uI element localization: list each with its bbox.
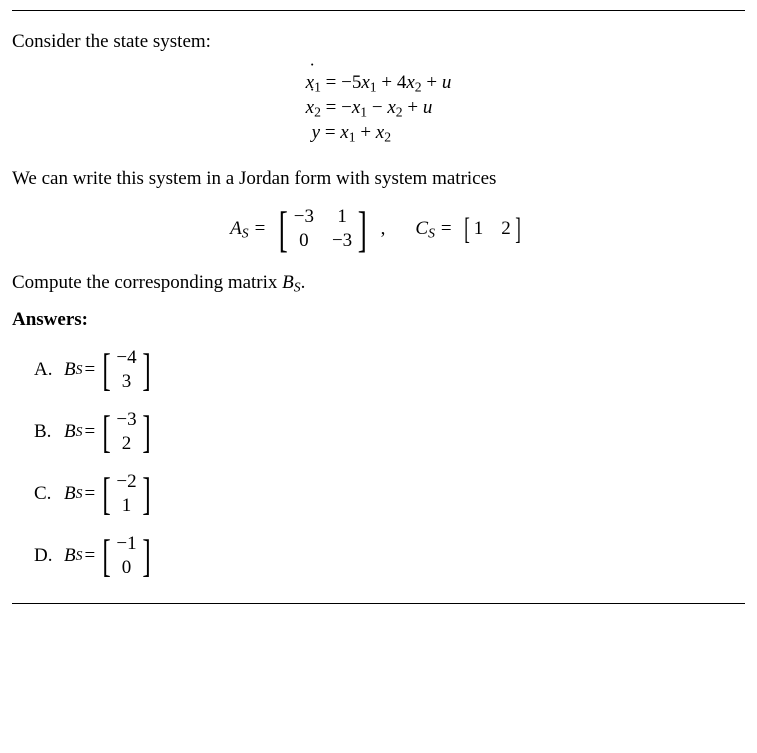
matrix-Bs-b: [ −3 2 ]	[99, 409, 154, 455]
answer-b: B. BS = [ −3 2 ]	[34, 409, 745, 455]
matrix-Bs-c: [ −2 1 ]	[99, 471, 154, 517]
answers-list: A. BS = [ −4 3 ] B. BS = [	[34, 347, 745, 579]
intro-3: Compute the corresponding matrix BS.	[12, 270, 745, 297]
matrix-As: [ −31 0−3 ]	[275, 206, 370, 252]
matrix-Bs-d: [ −1 0 ]	[99, 533, 154, 579]
intro-1: Consider the state system:	[12, 29, 745, 56]
answer-d: D. BS = [ −1 0 ]	[34, 533, 745, 579]
intro-2: We can write this system in a Jordan for…	[12, 166, 745, 193]
state-equations: x1 = −5x1 + 4x2 + u x2 = −x1 − x2 + u y …	[12, 70, 745, 148]
matrix-Cs: [ 12 ]	[462, 217, 523, 241]
jordan-matrices: AS = [ −31 0−3 ] , CS = [ 12 ]	[12, 206, 745, 252]
top-rule	[12, 10, 745, 11]
bottom-rule	[12, 603, 745, 604]
answer-a: A. BS = [ −4 3 ]	[34, 347, 745, 393]
answer-c: C. BS = [ −2 1 ]	[34, 471, 745, 517]
answers-heading: Answers:	[12, 309, 745, 331]
matrix-Bs-a: [ −4 3 ]	[99, 347, 154, 393]
